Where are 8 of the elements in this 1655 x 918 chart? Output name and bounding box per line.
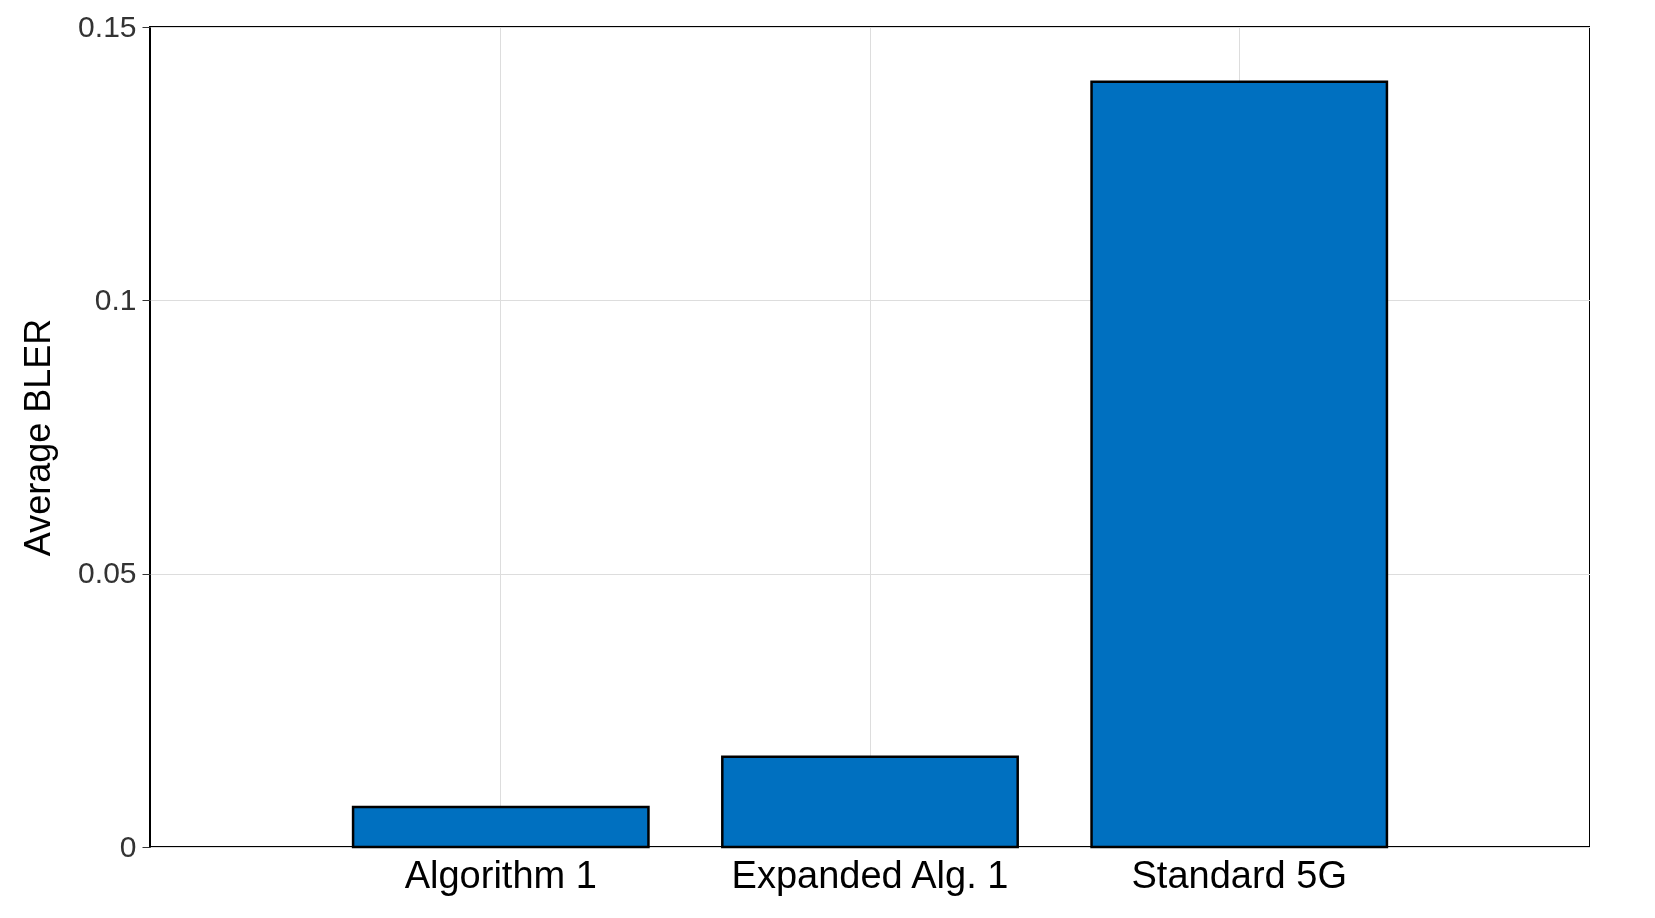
y-axis-title: Average BLER xyxy=(17,318,59,557)
x-tick-label: Standard 5G xyxy=(1131,853,1347,896)
y-tick-label: 0.15 xyxy=(78,9,137,43)
x-tick-label: Expanded Alg. 1 xyxy=(731,853,1009,896)
y-tick-label: 0.1 xyxy=(94,282,137,316)
y-tick-label: 0 xyxy=(119,829,137,863)
x-tick-label: Algorithm 1 xyxy=(404,853,597,896)
y-tick-label: 0.05 xyxy=(78,556,137,590)
